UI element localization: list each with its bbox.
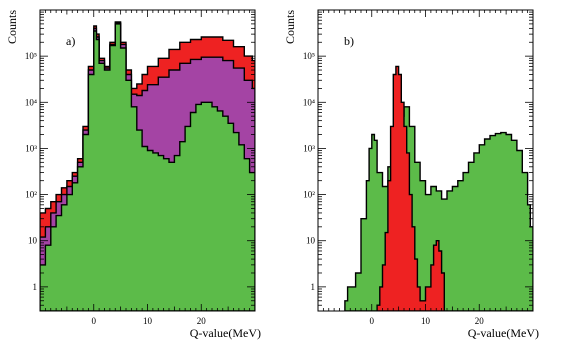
x-tick-label: 0 bbox=[92, 316, 97, 326]
y-tick-label: 10⁵ bbox=[303, 51, 315, 61]
series-area-1 bbox=[376, 65, 445, 311]
y-tick-label: 10⁵ bbox=[25, 51, 37, 61]
y-tick-label: 10² bbox=[25, 190, 37, 200]
y-axis-label: Counts bbox=[5, 10, 19, 44]
x-tick-label: 20 bbox=[197, 316, 207, 326]
y-tick-label: 10³ bbox=[303, 143, 315, 153]
x-tick-label: 10 bbox=[143, 316, 153, 326]
x-axis-label: Q-value(MeV) bbox=[190, 326, 261, 340]
y-tick-label: 10⁴ bbox=[25, 97, 37, 107]
x-axis-label: Q-value(MeV) bbox=[468, 326, 539, 340]
y-tick-label: 10⁴ bbox=[303, 97, 315, 107]
panel-label: a) bbox=[66, 34, 75, 48]
y-tick-label: 10 bbox=[28, 236, 38, 246]
panel-a: 0 10 20 1 10 10² 10³ 10⁴ 10⁵ a) Q-value(MeV) Cou… bbox=[5, 9, 261, 340]
y-tick-label: 10 bbox=[306, 236, 316, 246]
panel-b: 0 10 20 1 10 10² 10³ 10⁴ 10⁵ b) Q-value(MeV) Cou… bbox=[283, 9, 539, 340]
y-tick-label: 1 bbox=[33, 282, 38, 292]
x-tick-label: 20 bbox=[475, 316, 485, 326]
y-axis-label: Counts bbox=[283, 10, 297, 44]
x-tick-label: 10 bbox=[421, 316, 431, 326]
series-area-2 bbox=[40, 23, 255, 311]
panel-label: b) bbox=[344, 34, 354, 48]
y-tick-label: 10² bbox=[303, 190, 315, 200]
y-tick-label: 1 bbox=[311, 282, 316, 292]
y-tick-label: 10³ bbox=[25, 143, 37, 153]
x-tick-label: 0 bbox=[370, 316, 375, 326]
